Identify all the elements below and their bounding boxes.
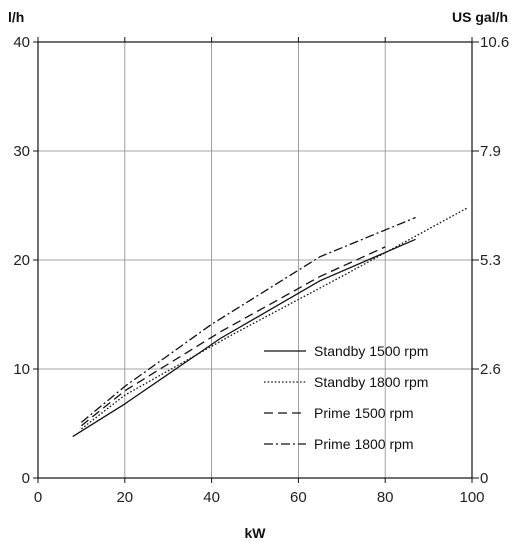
series-line: [72, 238, 416, 438]
y-tick-label: 10: [13, 361, 30, 378]
grid-lines: [38, 42, 472, 478]
y-tick-label: 20: [13, 252, 30, 269]
y2-tick-label: 5.3: [480, 252, 501, 269]
y-axis-ticks: 0 10 20 30 40: [13, 34, 38, 487]
legend: Standby 1500 rpm Standby 1800 rpm Prime 15…: [264, 343, 428, 452]
legend-label: Prime 1500 rpm: [314, 405, 414, 421]
y2-axis-ticks: 0 2.6 5.3 7.9 10.6: [472, 34, 509, 487]
legend-label: Standby 1500 rpm: [314, 343, 428, 359]
y2-tick-label: 7.9: [480, 143, 501, 160]
y-tick-label: 40: [13, 34, 30, 51]
series-line: [80, 216, 416, 423]
x-tick-label: 100: [459, 489, 484, 506]
x-tick-label: 80: [377, 489, 394, 506]
y2-tick-label: 10.6: [480, 34, 509, 51]
y2-tick-label: 2.6: [480, 361, 501, 378]
x-tick-label: 0: [34, 489, 42, 506]
legend-label: Prime 1800 rpm: [314, 436, 414, 452]
y-tick-label: 30: [13, 143, 30, 160]
series-lines: [72, 207, 469, 438]
series-line: [80, 246, 386, 427]
y-axis-unit: l/h: [8, 9, 24, 25]
x-axis-label: kW: [245, 525, 267, 541]
y2-axis-unit: US gal/h: [452, 9, 508, 25]
y-tick-label: 0: [22, 470, 30, 487]
x-axis-ticks: 0 20 40 60 80 100: [34, 37, 485, 506]
x-tick-label: 40: [203, 489, 220, 506]
y2-tick-label: 0: [480, 470, 488, 487]
x-tick-label: 60: [290, 489, 307, 506]
x-tick-label: 20: [116, 489, 133, 506]
legend-label: Standby 1800 rpm: [314, 374, 428, 390]
series-line: [81, 207, 469, 430]
